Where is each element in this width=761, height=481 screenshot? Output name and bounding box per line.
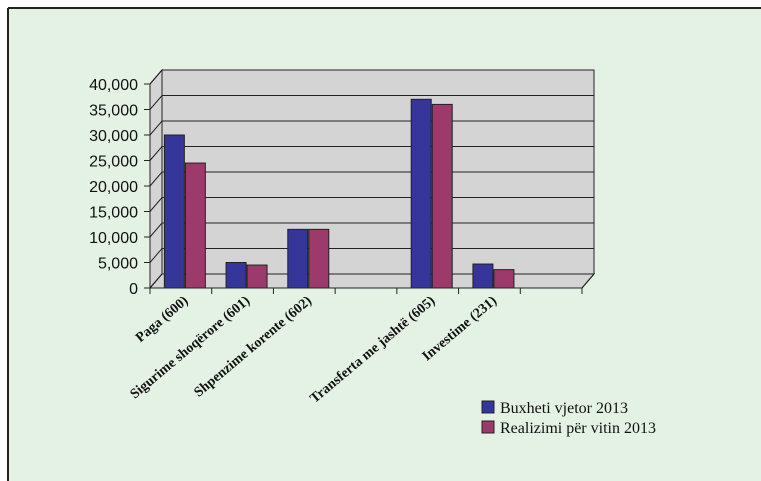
y-tick-label: 25,000 [89,154,138,171]
legend-label-series-1: Buxheti vjetor 2013 [500,400,628,417]
legend-swatch-series-1 [481,400,495,414]
y-tick-label: 35,000 [89,103,138,120]
legend-label-series-2: Realizimi për vitin 2013 [500,420,656,437]
bar-series-2 [308,228,330,289]
x-axis-right-edge [581,273,595,289]
gridline [149,95,594,110]
bar-series-1 [472,263,494,289]
y-tick-label: 5,000 [98,256,138,273]
y-tick-label: 20,000 [89,179,138,196]
bar-series-1 [225,262,247,289]
y-tick-label: 40,000 [89,77,138,94]
bar-series-2 [493,269,515,289]
y-tick-label: 10,000 [89,230,138,247]
bar-series-1 [163,134,185,289]
bar-series-2 [246,264,268,289]
y-tick-label: 0 [129,281,138,298]
bar-series-1 [410,98,432,289]
bar-series-1 [287,228,309,289]
gridline [149,69,594,85]
y-tick-label: 15,000 [89,205,138,222]
y-tick-label: 30,000 [89,128,138,145]
legend-swatch-series-2 [481,420,495,434]
bar-series-2 [431,103,453,289]
plot-floor [148,273,596,289]
bar-series-2 [184,162,206,289]
